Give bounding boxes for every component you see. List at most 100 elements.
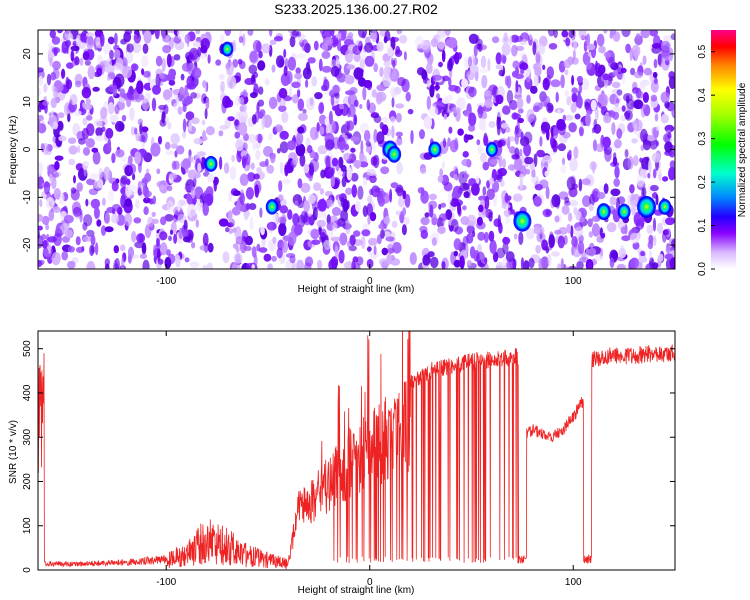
heatmap-cell bbox=[596, 143, 604, 153]
heatmap-cell bbox=[195, 30, 201, 35]
heatmap-cell bbox=[514, 73, 524, 79]
heatmap-cell bbox=[81, 127, 89, 140]
heatmap-cell bbox=[594, 254, 603, 262]
heatmap-cell bbox=[225, 99, 234, 108]
heatmap-cell bbox=[38, 259, 43, 268]
heatmap-cell bbox=[401, 224, 407, 236]
heatmap-cell bbox=[558, 123, 564, 131]
heatmap-cell bbox=[369, 251, 379, 259]
heatmap-cell bbox=[235, 236, 245, 245]
heatmap-cell bbox=[182, 103, 187, 113]
heatmap-cell bbox=[423, 115, 433, 130]
heatmap-cell bbox=[81, 86, 92, 99]
heatmap-cell bbox=[156, 168, 161, 175]
heatmap-cell bbox=[54, 172, 59, 178]
heatmap-cell bbox=[461, 78, 469, 89]
heatmap-cell bbox=[613, 178, 620, 187]
heatmap-cell bbox=[453, 238, 462, 251]
heatmap-cell bbox=[344, 74, 355, 85]
heatmap-cell bbox=[635, 32, 641, 39]
heatmap-hotspots bbox=[204, 41, 672, 232]
heatmap-cell bbox=[376, 41, 384, 52]
colorbar bbox=[711, 30, 736, 269]
snr-series-line bbox=[38, 331, 675, 570]
heatmap-cell bbox=[534, 184, 543, 191]
heatmap-cell bbox=[453, 173, 458, 181]
heatmap-cell bbox=[373, 62, 379, 73]
heatmap-cell bbox=[170, 133, 180, 145]
heatmap-cell bbox=[324, 132, 335, 145]
heatmap-cell bbox=[83, 214, 93, 227]
heatmap-cell bbox=[249, 50, 258, 63]
heatmap-cell bbox=[325, 155, 331, 170]
heatmap-cell bbox=[576, 75, 584, 83]
heatmap-cell bbox=[629, 232, 640, 244]
heatmap-cell bbox=[542, 77, 550, 91]
heatmap-cell bbox=[631, 204, 636, 216]
heatmap-cell bbox=[376, 131, 385, 145]
heatmap-cell bbox=[357, 185, 364, 200]
heatmap-cell bbox=[359, 161, 369, 168]
heatmap-cell bbox=[100, 33, 105, 47]
heatmap-cell bbox=[323, 79, 330, 91]
heatmap-cell bbox=[226, 61, 235, 76]
heatmap-cell bbox=[264, 78, 270, 86]
heatmap-cell bbox=[652, 217, 657, 232]
heatmap-cell bbox=[54, 155, 64, 161]
heatmap-cell bbox=[79, 57, 84, 66]
heatmap-cell bbox=[346, 200, 350, 210]
heatmap-cell bbox=[395, 138, 403, 146]
heatmap-cell bbox=[671, 105, 675, 119]
heatmap-cell bbox=[319, 188, 325, 195]
heatmap-cell bbox=[403, 216, 410, 226]
heatmap-cell bbox=[557, 235, 565, 249]
heatmap-cell bbox=[555, 91, 559, 103]
heatmap-cell bbox=[568, 149, 572, 156]
heatmap-cell bbox=[632, 241, 640, 250]
heatmap-cell bbox=[272, 236, 277, 244]
heatmap-cell bbox=[571, 245, 575, 256]
heatmap-cell bbox=[554, 229, 562, 235]
heatmap-cell bbox=[366, 168, 376, 176]
heatmap-cell bbox=[351, 184, 357, 198]
heatmap-cell bbox=[602, 73, 610, 81]
heatmap-cell bbox=[202, 264, 207, 269]
heatmap-cell bbox=[321, 50, 331, 59]
heatmap-cell bbox=[624, 149, 629, 158]
heatmap-hotspot-core bbox=[222, 43, 232, 56]
heatmap-cell bbox=[86, 261, 96, 269]
heatmap-cell bbox=[507, 136, 517, 142]
heatmap-cell bbox=[273, 36, 283, 42]
heatmap-cell bbox=[313, 206, 318, 221]
heatmap-cell bbox=[279, 205, 289, 214]
heatmap-cell bbox=[65, 79, 73, 90]
heatmap-cell bbox=[259, 207, 263, 218]
heatmap-cell bbox=[346, 64, 356, 70]
heatmap-cell bbox=[343, 261, 354, 269]
heatmap-cell bbox=[669, 257, 675, 269]
heatmap-cell bbox=[205, 126, 215, 136]
heatmap-cell bbox=[376, 84, 387, 92]
snr-x-ticks: -100 0 100 bbox=[156, 331, 582, 588]
heatmap-cell bbox=[205, 96, 210, 110]
heatmap-cell bbox=[133, 217, 142, 224]
heatmap-cell bbox=[466, 214, 477, 227]
heatmap-cell bbox=[144, 172, 152, 183]
heatmap-cell bbox=[134, 151, 142, 165]
heatmap-cell bbox=[443, 113, 448, 120]
heatmap-cell bbox=[57, 82, 64, 92]
heatmap-cell bbox=[663, 35, 673, 42]
heatmap-cell bbox=[111, 153, 116, 164]
heatmap-cell bbox=[82, 235, 93, 242]
heatmap-cell bbox=[321, 65, 332, 73]
heatmap-cell bbox=[296, 53, 306, 59]
heatmap-cell bbox=[469, 64, 479, 73]
heatmap-cell bbox=[359, 104, 363, 109]
heatmap-cell bbox=[152, 195, 157, 205]
heatmap-cell bbox=[296, 89, 301, 98]
heatmap-cell bbox=[506, 75, 512, 89]
heatmap-cell bbox=[337, 136, 346, 150]
heatmap-cell bbox=[504, 193, 509, 203]
heatmap-cell bbox=[629, 184, 635, 194]
heatmap-cell bbox=[395, 210, 401, 216]
